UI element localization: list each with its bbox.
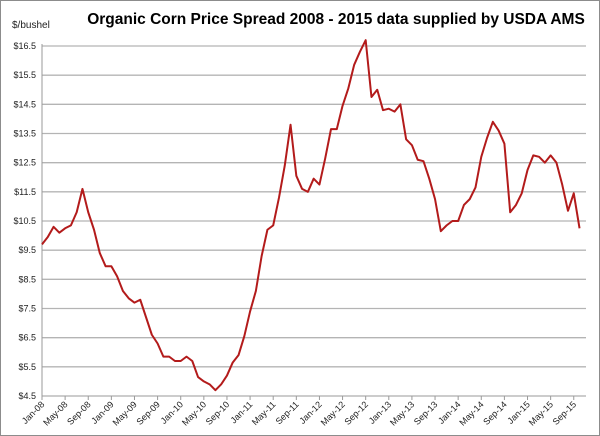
x-tick-label: May-09 (111, 399, 139, 427)
y-tick-label: $13.5 (13, 129, 36, 139)
x-tick-label: May-10 (180, 399, 208, 427)
y-tick-label: $4.5 (18, 391, 36, 401)
x-tick-label: Sep-11 (274, 399, 301, 426)
y-tick-label: $15.5 (13, 70, 36, 80)
y-tick-label: $11.5 (14, 187, 36, 197)
y-tick-label: $8.5 (18, 274, 36, 284)
x-tick-label: Sep-14 (481, 399, 509, 427)
x-tick-label: May-13 (388, 399, 416, 427)
y-tick-label: $5.5 (18, 362, 36, 372)
x-tick-label: Sep-10 (204, 399, 232, 427)
x-tick-label: May-08 (41, 399, 69, 427)
y-axis-label: $/bushel (12, 20, 50, 31)
x-tick-label: May-14 (457, 399, 485, 427)
y-tick-label: $9.5 (18, 245, 36, 255)
y-tick-label: $6.5 (18, 333, 36, 343)
y-tick-label: $16.5 (13, 41, 36, 51)
x-tick-label: Sep-12 (342, 399, 370, 427)
chart-title: Organic Corn Price Spread 2008 - 2015 da… (87, 11, 585, 28)
y-tick-label: $7.5 (18, 304, 36, 314)
x-tick-label: Sep-09 (134, 399, 162, 427)
y-tick-label: $10.5 (13, 216, 36, 226)
y-tick-label: $14.5 (13, 99, 36, 109)
x-tick-label: May-12 (319, 399, 347, 427)
x-tick-label: Sep-15 (551, 399, 579, 427)
price-line (41, 39, 581, 392)
x-tick-label: May-11 (250, 399, 278, 427)
x-tick-label: Sep-13 (412, 399, 440, 427)
x-tick-label: Sep-08 (65, 399, 93, 427)
y-tick-label: $12.5 (13, 158, 36, 168)
x-tick-label: May-15 (527, 399, 555, 427)
